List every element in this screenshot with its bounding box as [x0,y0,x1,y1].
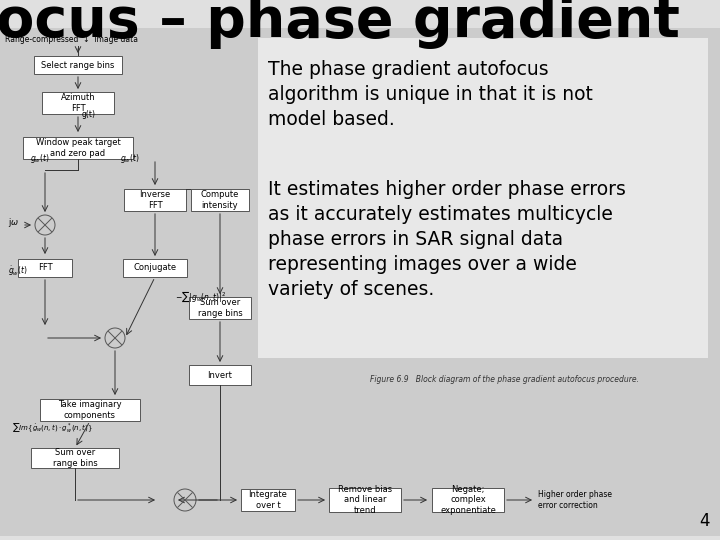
FancyBboxPatch shape [432,488,504,512]
FancyBboxPatch shape [329,488,401,512]
Text: Remove bias
and linear
trend: Remove bias and linear trend [338,485,392,515]
Text: Higher order phase
error correction: Higher order phase error correction [538,490,612,510]
FancyBboxPatch shape [31,448,119,468]
Text: g(t): g(t) [82,110,96,119]
Text: 4: 4 [700,512,710,530]
Text: Select range bins: Select range bins [41,60,114,70]
Text: Integrate
over t: Integrate over t [248,490,287,510]
Text: $g_w(t)$: $g_w(t)$ [120,152,140,165]
Text: Range-compressed  ↓  image data: Range-compressed ↓ image data [5,35,138,44]
Text: $\sum Im\{\dot{g}_w(n,t)\cdot g_w^*(n,t)\}$: $\sum Im\{\dot{g}_w(n,t)\cdot g_w^*(n,t)… [12,421,93,434]
Text: The phase gradient autofocus
algorithm is unique in that it is not
model based.: The phase gradient autofocus algorithm i… [268,60,593,129]
FancyBboxPatch shape [123,259,187,277]
FancyBboxPatch shape [18,259,72,277]
Text: Azimuth
FFT: Azimuth FFT [60,93,95,113]
Text: Window peak target
and zero pad: Window peak target and zero pad [35,138,120,158]
Text: Invert: Invert [207,370,233,380]
Text: Autofocus – phase gradient: Autofocus – phase gradient [0,0,680,49]
FancyBboxPatch shape [42,92,114,114]
FancyBboxPatch shape [189,297,251,319]
FancyBboxPatch shape [0,28,720,536]
Text: Compute
intensity: Compute intensity [201,190,239,210]
Text: $-\sum |g_w(n,t)|^2$: $-\sum |g_w(n,t)|^2$ [175,290,226,304]
FancyBboxPatch shape [124,189,186,211]
FancyBboxPatch shape [40,399,140,421]
Text: FFT: FFT [37,264,53,273]
FancyBboxPatch shape [189,365,251,385]
Text: j$\omega$: j$\omega$ [8,216,19,229]
Text: Take imaginary
components: Take imaginary components [58,400,122,420]
Text: Conjugate: Conjugate [133,264,176,273]
Text: Sum over
range bins: Sum over range bins [53,448,97,468]
FancyBboxPatch shape [34,56,122,74]
Text: Negate;
complex
exponentiate: Negate; complex exponentiate [440,485,496,515]
FancyBboxPatch shape [23,137,133,159]
Text: Figure 6.9   Block diagram of the phase gradient autofocus procedure.: Figure 6.9 Block diagram of the phase gr… [370,375,639,384]
Text: Sum over
range bins: Sum over range bins [197,298,243,318]
FancyBboxPatch shape [241,489,295,511]
Text: It estimates higher order phase errors
as it accurately estimates multicycle
pha: It estimates higher order phase errors a… [268,180,626,299]
FancyBboxPatch shape [191,189,249,211]
Text: Inverse
FFT: Inverse FFT [140,190,171,210]
FancyBboxPatch shape [258,38,708,358]
Text: $\dot{g}_w(t)$: $\dot{g}_w(t)$ [8,264,28,278]
Text: $g_w(t)$: $g_w(t)$ [30,152,50,165]
